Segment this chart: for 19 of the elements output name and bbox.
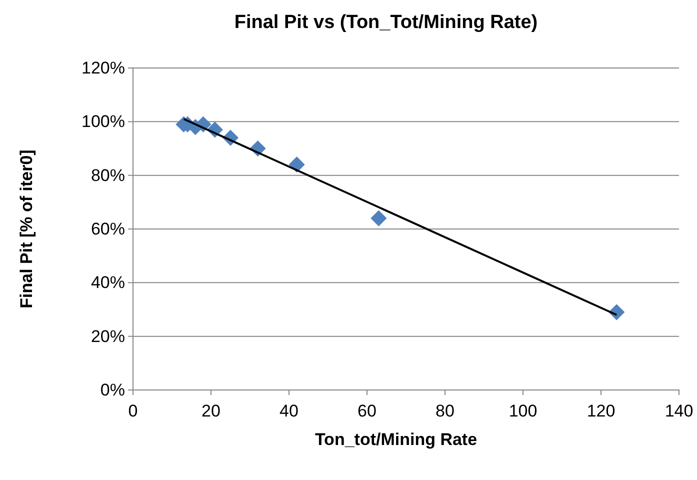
x-tick-label: 120 xyxy=(586,402,616,421)
y-tick-label: 40% xyxy=(90,273,125,292)
chart-title: Final Pit vs (Ton_Tot/Mining Rate) xyxy=(234,12,538,33)
x-tick-label: 80 xyxy=(436,402,454,421)
x-tick-label: 140 xyxy=(664,402,694,421)
y-tick-label: 80% xyxy=(90,166,125,185)
y-tick-label: 0% xyxy=(100,380,125,400)
y-axis-title: Final Pit [% of iter0] xyxy=(17,150,36,308)
point xyxy=(370,210,387,226)
y-tick-label: 60% xyxy=(90,219,125,238)
x-tick-label: 0 xyxy=(128,402,138,421)
y-tick-label: 120% xyxy=(82,58,125,78)
x-tick-label: 40 xyxy=(280,402,298,421)
y-tick-label: 100% xyxy=(82,112,125,132)
y-tick-label: 20% xyxy=(90,326,125,346)
x-tick-label: 20 xyxy=(202,402,220,421)
x-axis-title: Ton_tot/Mining Rate xyxy=(314,430,478,449)
x-tick-label: 100 xyxy=(508,402,538,421)
x-tick-label: 60 xyxy=(358,402,376,421)
